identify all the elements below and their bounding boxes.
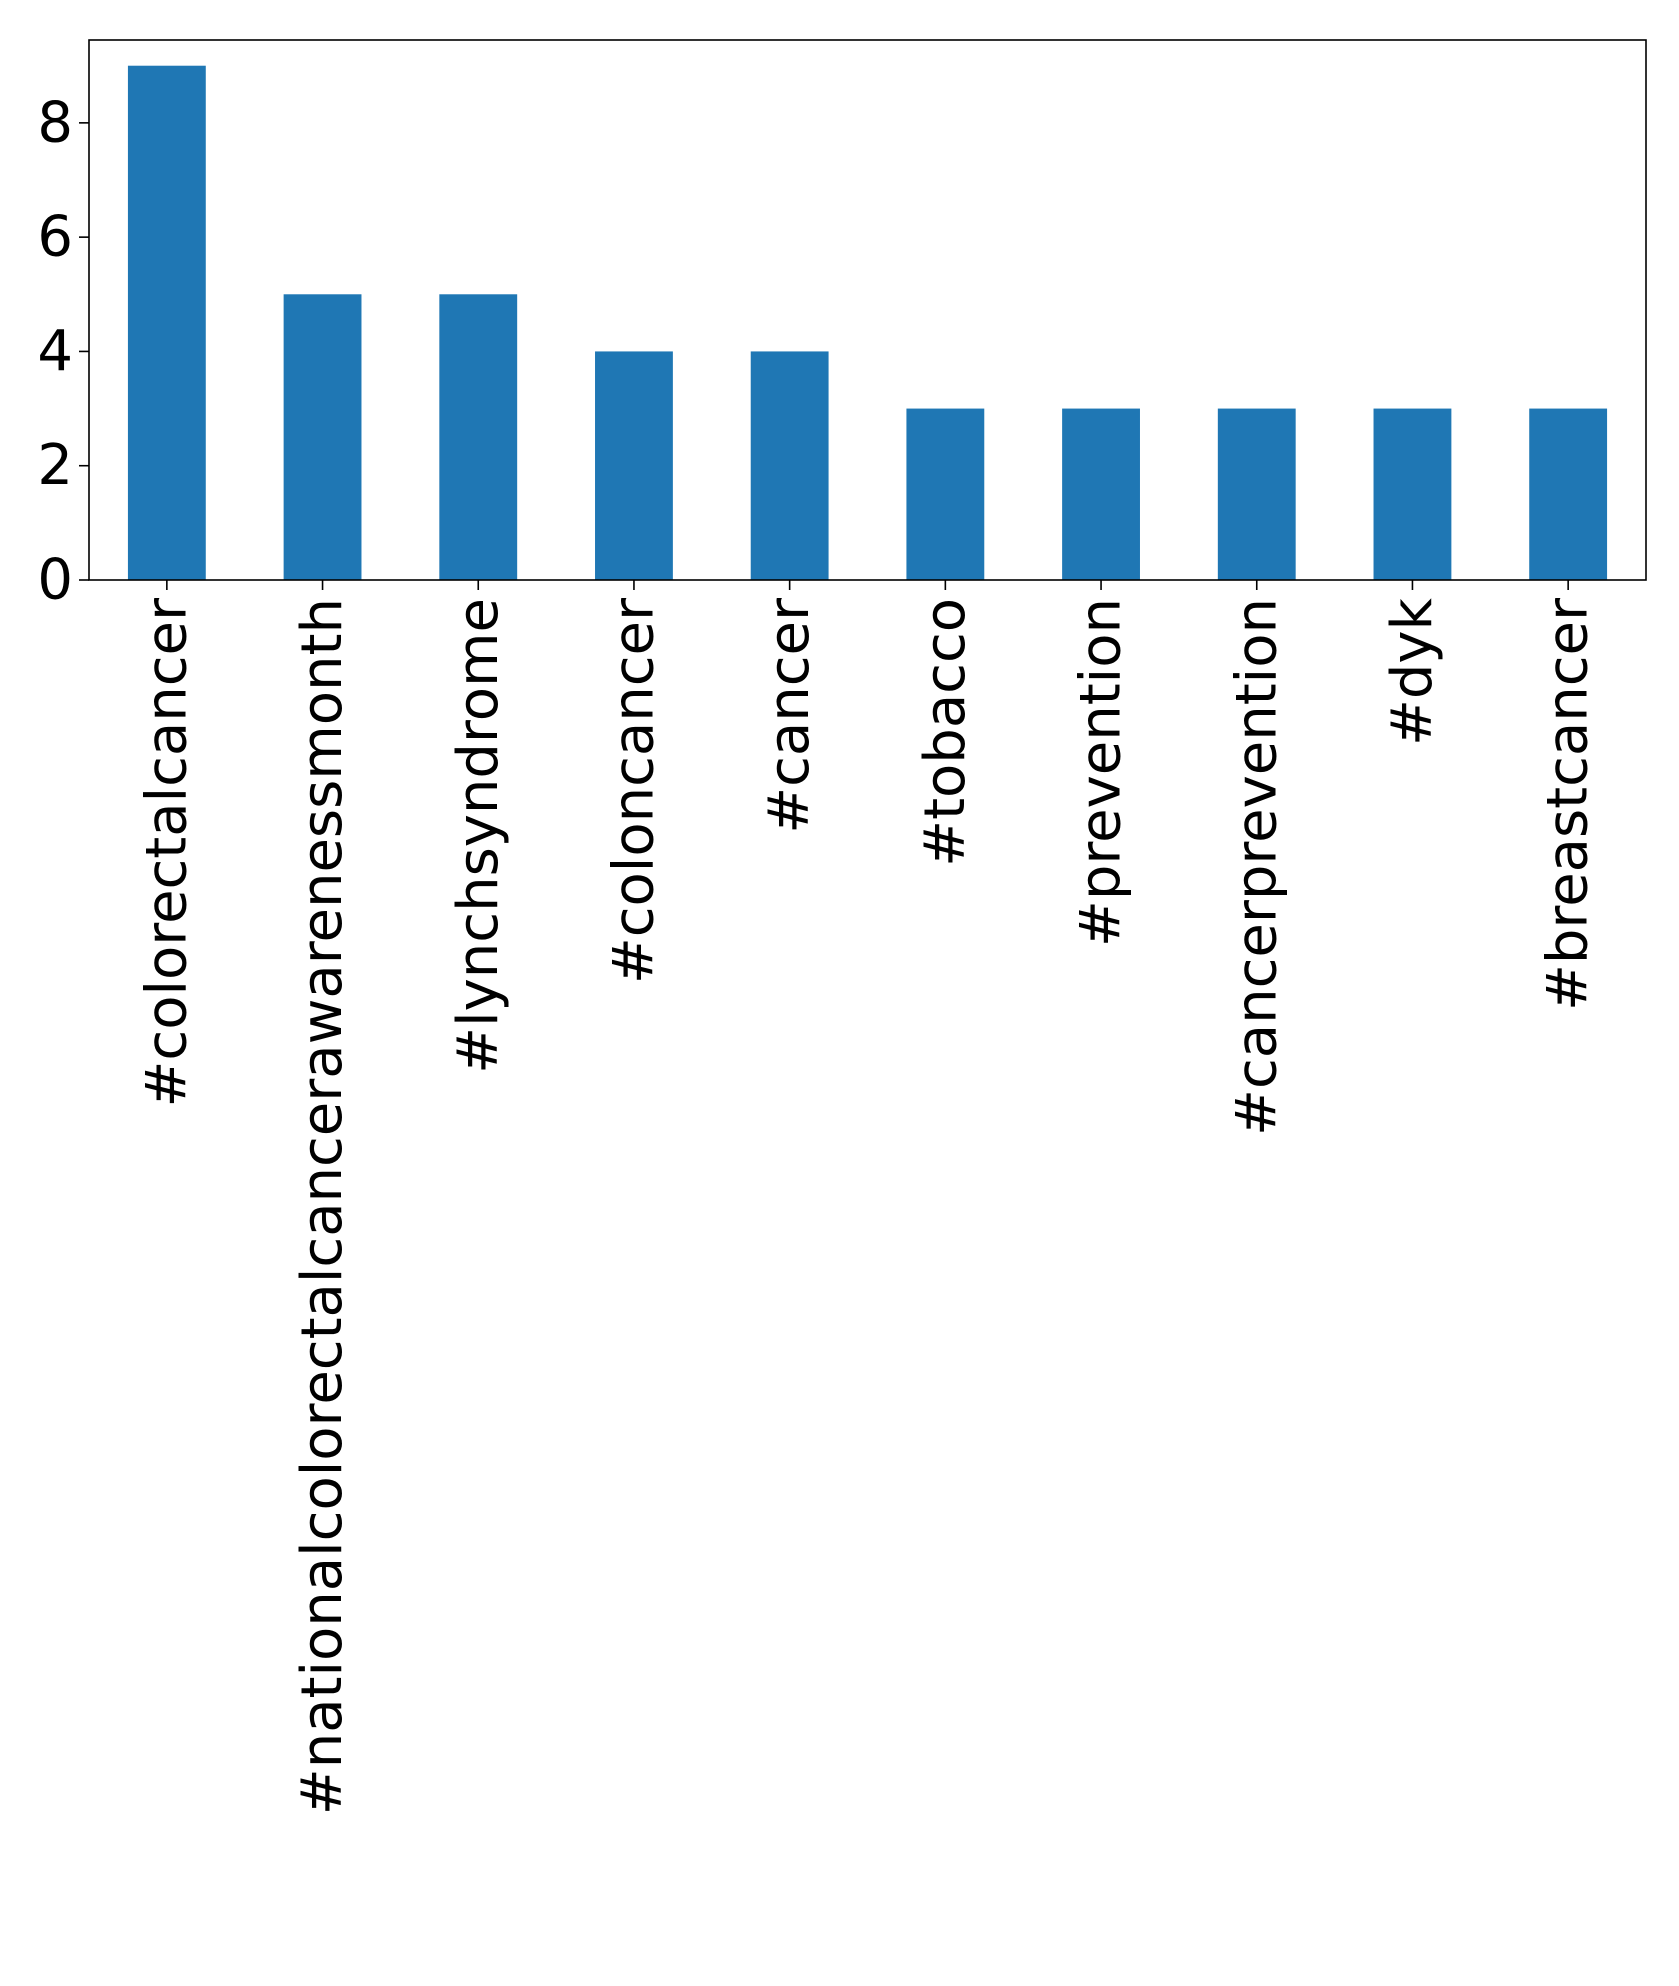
bar-coloncancer [595,351,673,580]
x-tick-label: #prevention [1069,598,1134,947]
y-tick-label: 2 [37,433,73,498]
x-tick-label: #cancerprevention [1224,598,1289,1136]
y-tick-label: 4 [37,319,73,384]
x-tick-label: #lynchsyndrome [446,598,511,1074]
x-tick-label: #tobacco [913,598,978,867]
x-tick-label: #breastcancer [1536,597,1601,1011]
y-tick-label: 0 [37,548,73,613]
y-tick-label: 6 [37,205,73,270]
y-axis: 0 2 4 6 8 [37,90,89,613]
x-tick-label: #dyk [1380,597,1445,746]
bar-breastcancer [1529,408,1608,580]
bar-cancerprevention [1217,408,1296,580]
bar-tobacco [906,408,985,580]
x-tick-label: #cancer [757,597,822,834]
x-tick-label: #coloncancer [601,597,666,984]
bar-prevention [1062,408,1140,580]
y-tick-label: 8 [37,90,73,155]
bar-nationalcolorectalcancerawarenessmonth [283,294,362,580]
plot-frame [88,39,1647,581]
x-axis: #colorectalcancer #nationalcolorectalcanc… [134,580,1601,1815]
bars-group [127,65,1608,580]
x-tick-label: #colorectalcancer [134,597,199,1108]
bar-cancer [750,351,829,580]
bar-colorectalcancer [127,65,206,580]
bar-lynchsyndrome [439,294,518,580]
x-tick-label: #nationalcolorectalcancerawarenessmonth [290,598,355,1815]
bar-dyk [1373,408,1452,580]
